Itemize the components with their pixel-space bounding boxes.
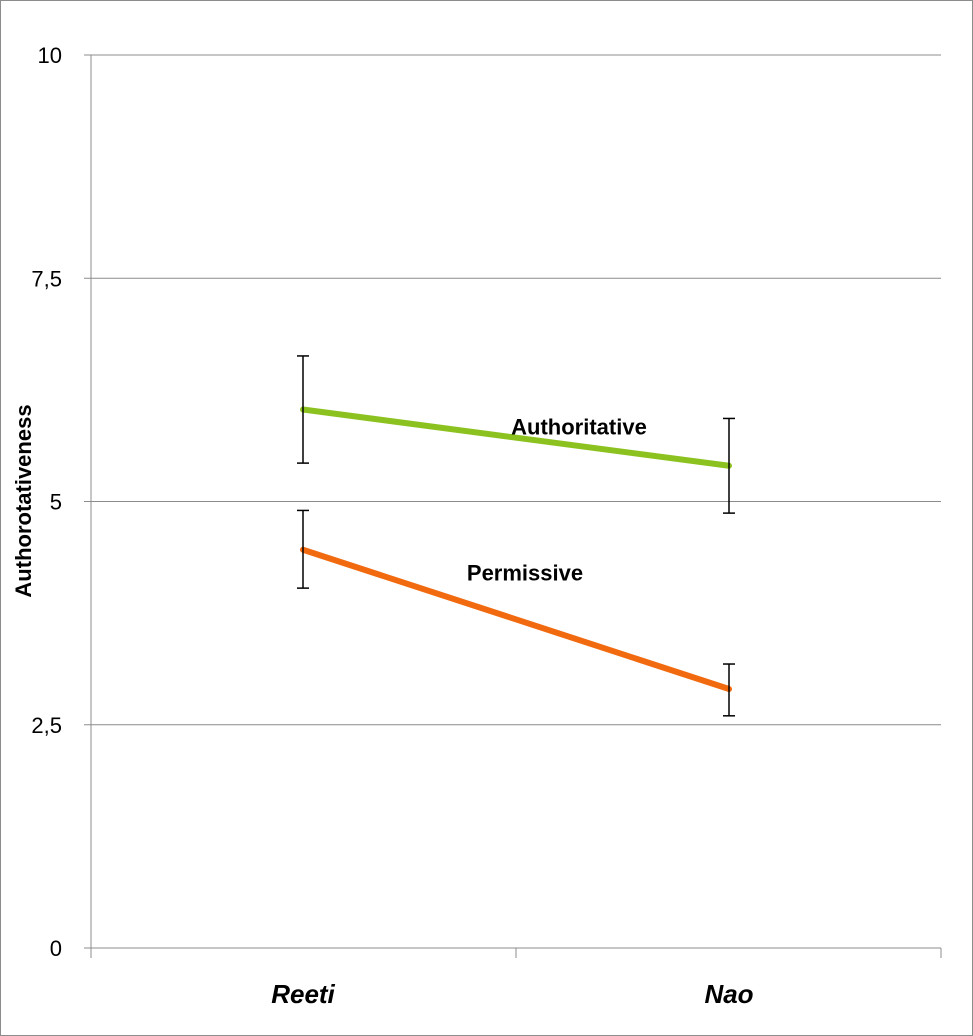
axes bbox=[84, 54, 942, 958]
y-tick-label: 0 bbox=[50, 936, 62, 961]
series-line-permissive bbox=[300, 546, 732, 693]
x-category-labels: Reeti Nao bbox=[271, 979, 753, 1009]
series-label-authoritative: Authoritative bbox=[511, 415, 647, 440]
x-category-label: Reeti bbox=[271, 979, 335, 1009]
series-labels: Authoritative Permissive bbox=[467, 415, 647, 586]
series-label-permissive: Permissive bbox=[467, 560, 583, 585]
y-tick-labels: 0 2,5 5 7,5 10 bbox=[31, 43, 62, 961]
y-tick-label: 7,5 bbox=[31, 266, 62, 291]
error-bars bbox=[297, 355, 735, 717]
y-tick-label: 10 bbox=[38, 43, 62, 68]
y-axis-title: Authorotativeness bbox=[11, 404, 36, 597]
y-tick-label: 5 bbox=[50, 490, 62, 515]
x-category-label: Nao bbox=[704, 979, 753, 1009]
y-tick-label: 2,5 bbox=[31, 713, 62, 738]
series-line-authoritative bbox=[300, 406, 732, 469]
series-lines bbox=[300, 406, 732, 693]
gridlines bbox=[91, 54, 941, 726]
